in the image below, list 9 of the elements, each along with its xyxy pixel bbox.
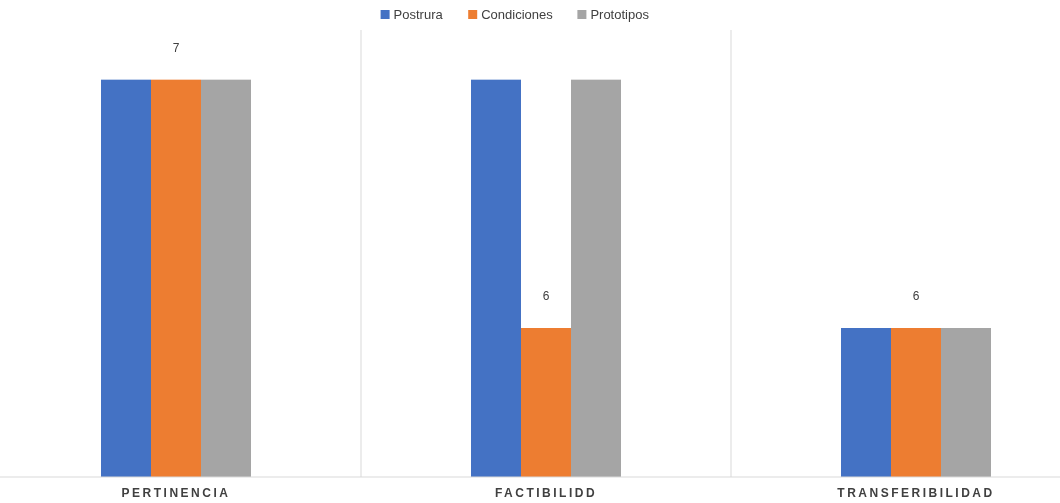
data-label: 6 [542,289,550,303]
legend-label: Prototipos [590,7,650,22]
x-tick-label: TRANSFERIBILIDAD [837,486,995,500]
legend-label: Postrura [393,7,444,22]
x-tick-label: FACTIBILIDD [494,486,598,500]
legend-label: Condiciones [481,7,554,22]
data-label: 6 [912,289,920,303]
x-tick-label: PERTINENCIA [121,486,231,500]
data-label: 7 [172,40,180,55]
